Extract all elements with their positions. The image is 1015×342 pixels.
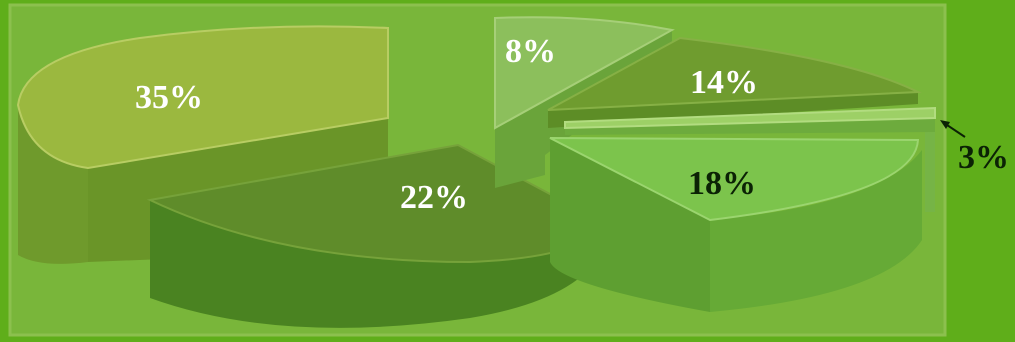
slice-label-14: 14% [690, 64, 758, 101]
slice-label-18: 18% [688, 165, 756, 202]
slice-22-front [150, 200, 608, 328]
leader-line-3 [940, 120, 966, 138]
slice-14-top [547, 36, 922, 111]
slice-18-front [710, 150, 922, 312]
slice-label-3: 3% [958, 139, 1009, 176]
slice-35-top [16, 25, 389, 170]
slice-label-35: 35% [135, 79, 203, 116]
slice-label-8: 8% [505, 33, 556, 70]
slice-3-side [925, 118, 935, 212]
pie-slice-18 [549, 137, 922, 312]
slice-35-side [18, 105, 88, 264]
slice-18-top [549, 137, 920, 222]
pie-slice-22 [146, 143, 610, 328]
pie-slice-3 [564, 106, 936, 212]
slice-18-side [550, 138, 710, 312]
slice-3-top [564, 106, 936, 130]
slice-8-top [494, 16, 675, 130]
slice-label-22: 22% [400, 179, 468, 216]
